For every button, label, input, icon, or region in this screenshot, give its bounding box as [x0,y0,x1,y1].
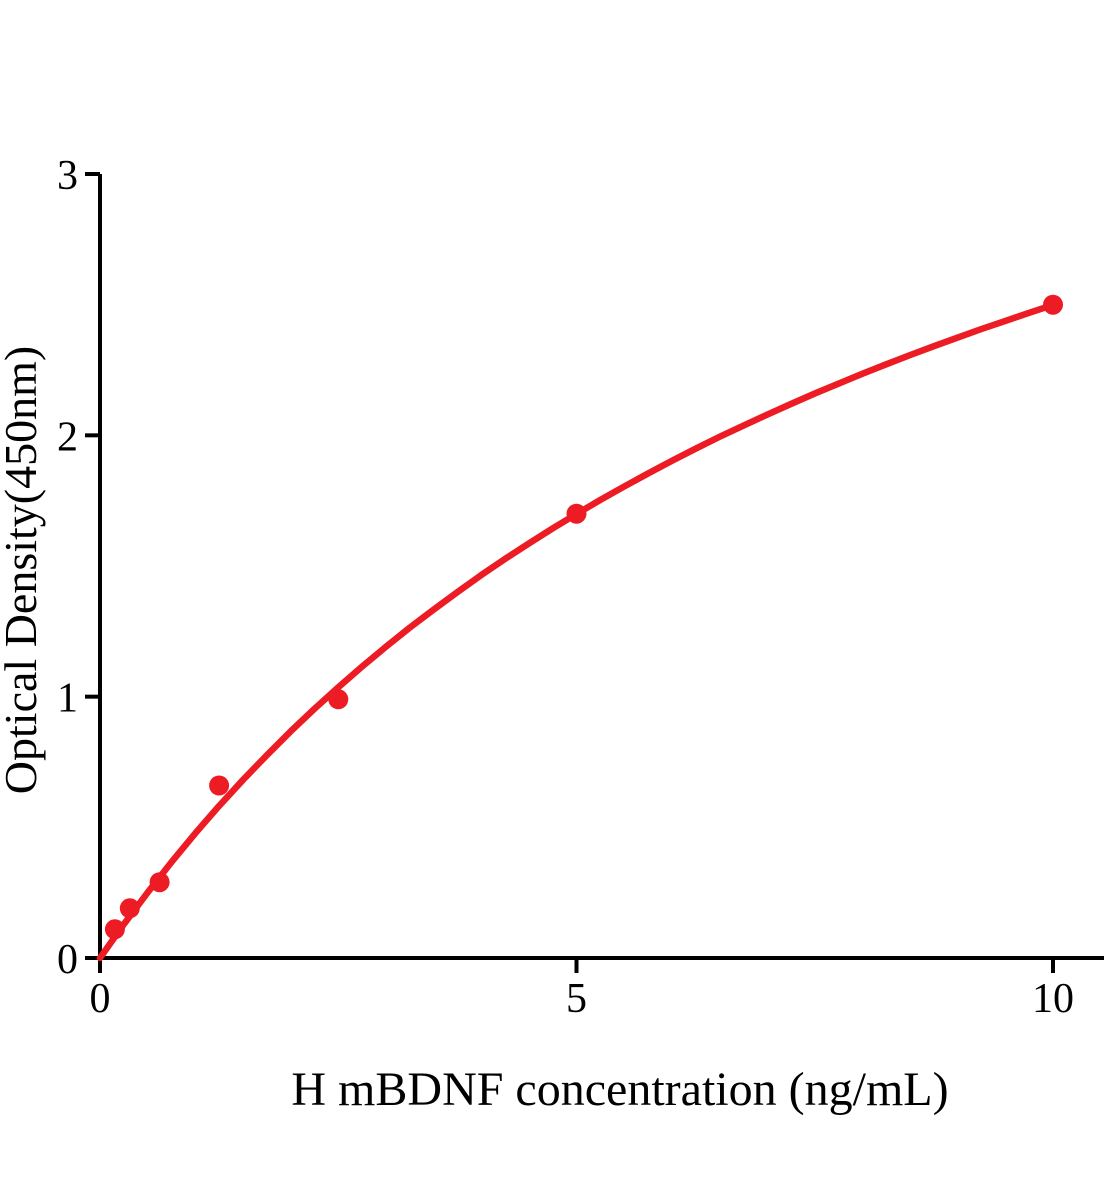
y-tick-label: 1 [57,676,78,722]
fitted-curve-line [96,301,1057,962]
x-axis-tick-labels: 0 5 10 [90,976,1075,1022]
x-tick-label: 5 [566,976,587,1022]
axes-lines [98,174,1104,960]
data-point [209,775,230,796]
data-point [566,503,587,524]
data-point [104,919,125,940]
data-point [1043,294,1063,315]
data-point [119,898,140,919]
y-tick-label: 3 [57,153,78,199]
y-axis-ticks [85,172,100,960]
x-tick-label: 10 [1032,976,1074,1022]
y-axis-title: Optical Density(450nm) [0,346,46,794]
y-tick-label: 0 [57,937,78,983]
y-tick-label: 2 [57,414,78,460]
data-point-markers [104,294,1063,940]
data-point [149,872,170,893]
x-tick-label: 0 [90,976,111,1022]
data-point [328,689,349,710]
x-axis-title: H mBDNF concentration (ng/mL) [291,1063,948,1116]
y-axis-tick-labels: 0 1 2 3 [57,153,78,983]
x-axis-ticks [98,958,1055,973]
